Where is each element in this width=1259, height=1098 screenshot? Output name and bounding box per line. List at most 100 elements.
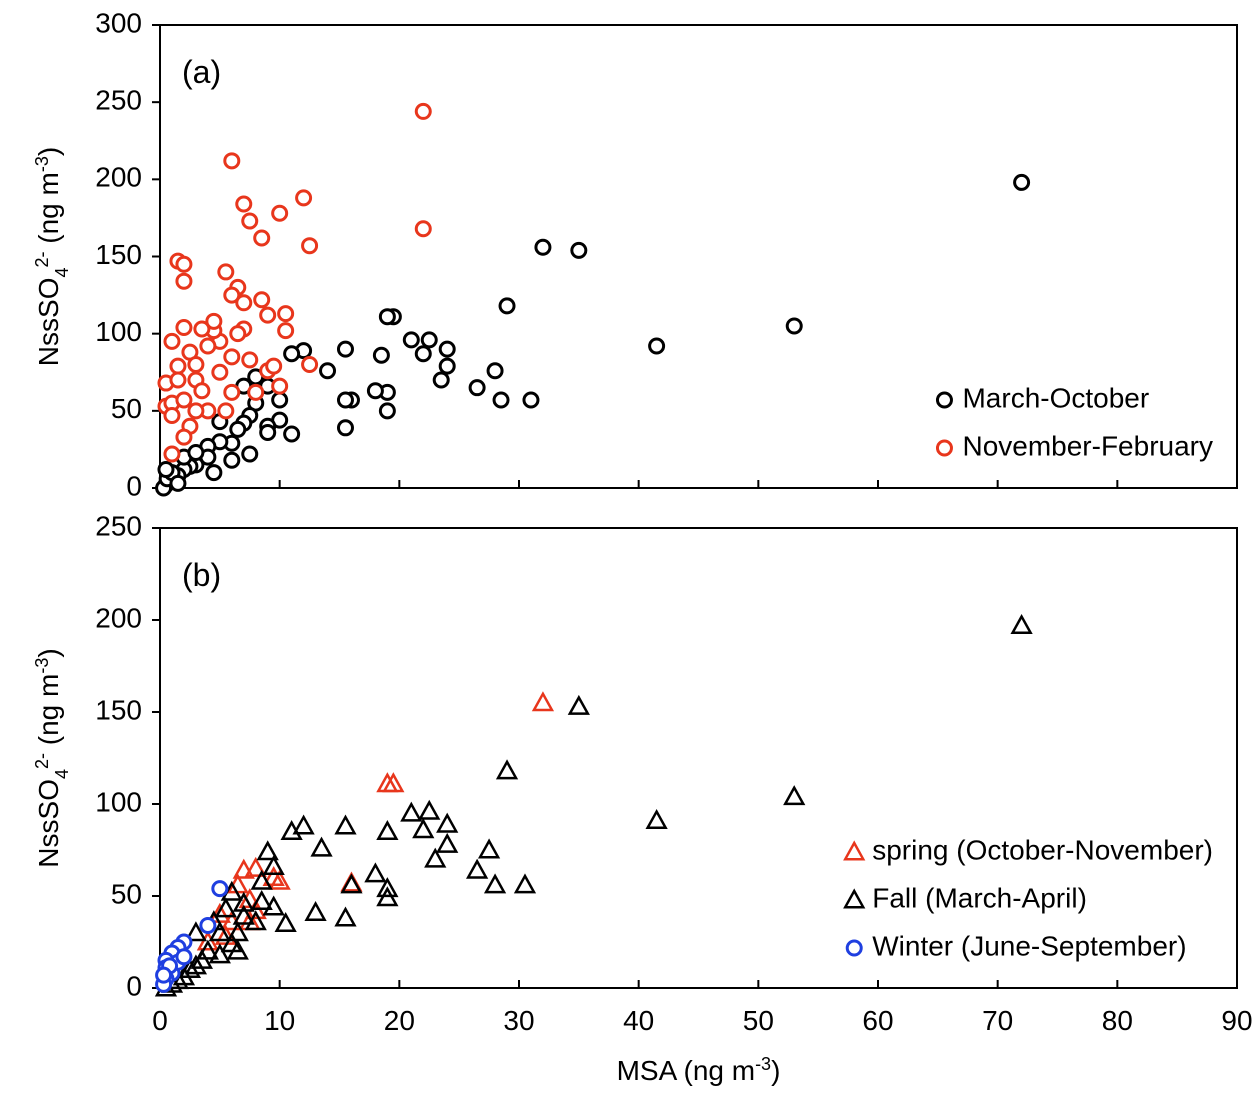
- legend-marker: [845, 939, 863, 957]
- data-point: [157, 460, 175, 478]
- y-tick-label: 150: [95, 694, 142, 725]
- data-point: [175, 428, 193, 446]
- x-tick-label: 50: [743, 1005, 774, 1036]
- data-point: [785, 317, 803, 335]
- plot-frame: [159, 24, 1238, 489]
- data-point: [280, 820, 303, 841]
- data-point: [1013, 173, 1031, 191]
- axis-title: NssSO42- (ng m-3): [32, 648, 72, 867]
- data-point: [277, 322, 295, 340]
- y-tick-label: 250: [95, 510, 142, 541]
- data-point: [495, 759, 519, 780]
- y-tick-label: 250: [95, 85, 142, 116]
- data-point: [223, 286, 241, 304]
- axis-title-part: ): [33, 147, 64, 156]
- legend-marker: [935, 391, 953, 409]
- data-point: [334, 814, 357, 835]
- data-point: [223, 383, 241, 401]
- data-point: [250, 869, 273, 890]
- data-point: [155, 966, 173, 984]
- x-tick-label: 70: [982, 1005, 1013, 1036]
- data-point: [304, 900, 327, 922]
- data-point: [244, 856, 267, 877]
- data-point: [163, 445, 181, 463]
- data-point: [531, 691, 555, 712]
- data-point: [196, 939, 219, 960]
- data-point: [376, 877, 399, 898]
- data-point: [232, 858, 255, 879]
- data-point: [187, 356, 205, 374]
- data-point: [193, 320, 211, 338]
- data-point: [436, 812, 459, 833]
- y-tick-label: 200: [95, 602, 142, 633]
- data-point: [378, 402, 396, 420]
- data-point: [783, 785, 806, 806]
- data-point: [217, 263, 235, 281]
- legend-marker: [843, 840, 866, 861]
- data-point: [274, 912, 297, 933]
- data-point: [277, 305, 295, 323]
- data-point: [648, 337, 666, 355]
- x-tick-label: 20: [384, 1005, 415, 1036]
- axis-title: NssSO42- (ng m-3): [32, 147, 72, 366]
- data-point: [259, 306, 277, 324]
- data-point: [169, 357, 187, 375]
- axis-title-part: 4: [52, 268, 72, 278]
- data-point: [420, 331, 438, 349]
- data-point: [492, 391, 510, 409]
- data-point: [205, 464, 223, 482]
- data-point: [247, 383, 265, 401]
- data-point: [414, 220, 432, 238]
- data-point: [235, 294, 253, 312]
- data-point: [241, 212, 259, 230]
- data-point: [465, 858, 489, 879]
- y-tick-label: 300: [95, 7, 142, 38]
- data-point: [477, 838, 501, 859]
- data-point: [432, 371, 450, 389]
- data-point: [366, 382, 384, 400]
- data-point: [340, 873, 363, 894]
- data-point: [232, 891, 255, 912]
- data-point: [175, 318, 193, 336]
- data-point: [259, 423, 277, 441]
- data-point: [184, 921, 208, 942]
- panel-label: (b): [182, 557, 221, 593]
- axis-title-part: MSA (ng m: [617, 1055, 755, 1086]
- x-tick-label: 40: [623, 1005, 654, 1036]
- data-point: [262, 866, 285, 887]
- data-point: [534, 238, 552, 256]
- axis-title-part: -3: [32, 156, 52, 172]
- data-point: [256, 840, 279, 861]
- data-point: [376, 820, 399, 841]
- data-point: [187, 402, 205, 420]
- x-tick-label: 10: [264, 1005, 295, 1036]
- x-tick-label: 90: [1221, 1005, 1252, 1036]
- x-tick-label: 80: [1102, 1005, 1133, 1036]
- data-point: [271, 204, 289, 222]
- data-point: [250, 889, 273, 910]
- x-tick-label: 30: [503, 1005, 534, 1036]
- data-point: [193, 382, 211, 400]
- y-tick-label: 100: [95, 786, 142, 817]
- data-point: [468, 379, 486, 397]
- data-point: [229, 325, 247, 343]
- data-point: [283, 425, 301, 443]
- data-point: [268, 869, 291, 890]
- plot-frame: [159, 527, 1238, 989]
- data-point: [163, 406, 181, 424]
- data-point: [376, 886, 399, 907]
- y-tick-label: 50: [111, 878, 142, 909]
- y-tick-label: 150: [95, 239, 142, 270]
- axis-title-part: 2-: [32, 753, 52, 769]
- legend-label: Winter (June-September): [872, 930, 1186, 961]
- data-point: [226, 939, 249, 960]
- axis-title-part: NssSO: [33, 779, 64, 868]
- data-point: [336, 391, 354, 409]
- data-point: [163, 332, 181, 350]
- data-point: [364, 862, 387, 883]
- data-point: [235, 195, 253, 213]
- data-point: [400, 801, 423, 822]
- x-tick-label: 0: [152, 1005, 168, 1036]
- data-point: [253, 291, 271, 309]
- data-point: [232, 904, 255, 925]
